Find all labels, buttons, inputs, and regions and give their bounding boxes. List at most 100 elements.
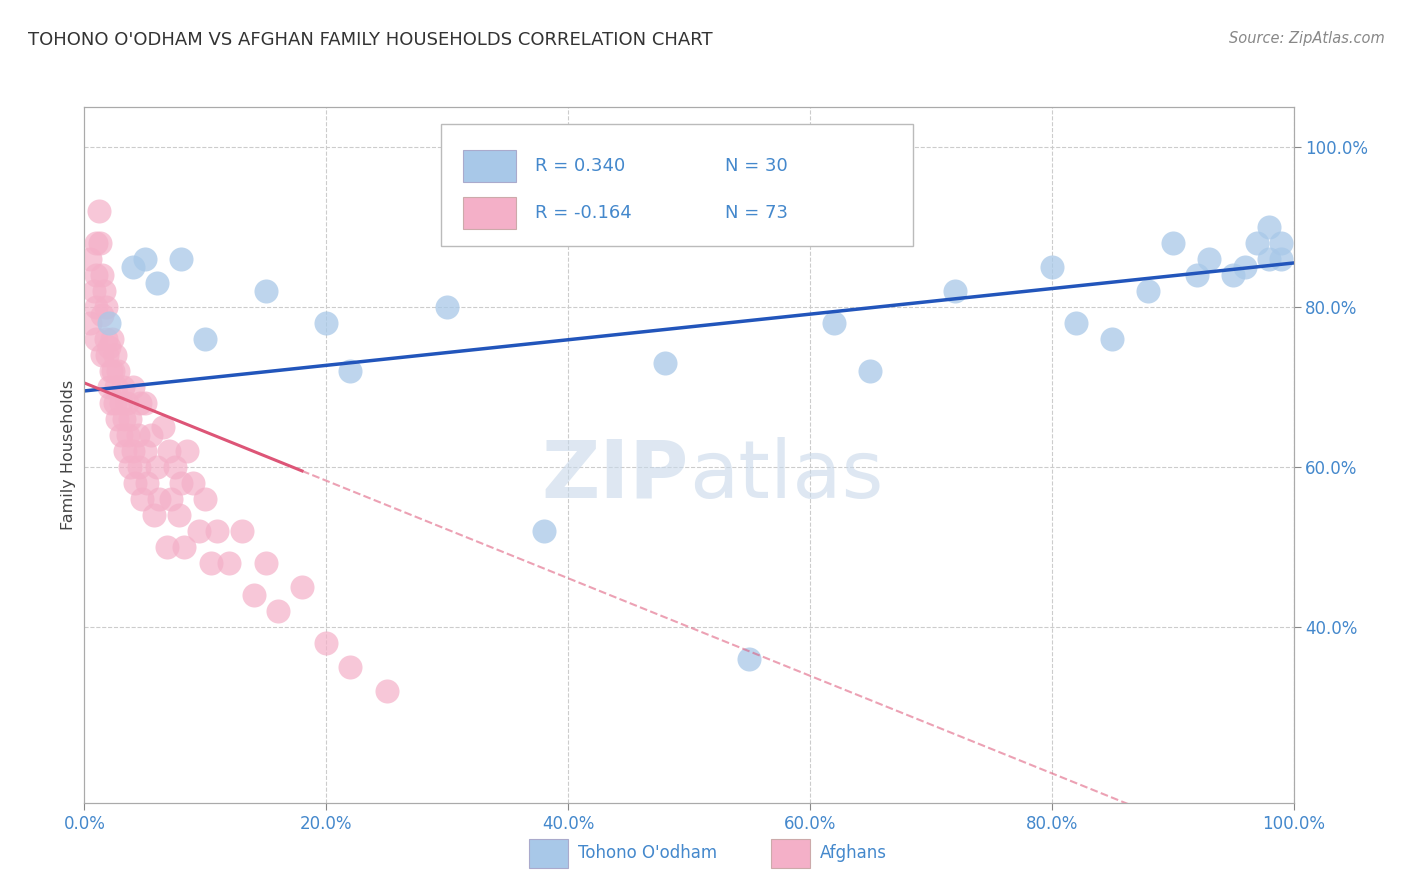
Point	[291, 580, 314, 594]
Point	[93, 284, 115, 298]
Point	[1161, 235, 1184, 250]
Point	[148, 491, 170, 506]
Point	[136, 475, 159, 490]
Point	[91, 308, 114, 322]
Point	[114, 444, 136, 458]
Point	[83, 284, 105, 298]
FancyBboxPatch shape	[441, 124, 912, 246]
Point	[120, 412, 142, 426]
Point	[1040, 260, 1063, 274]
Point	[121, 444, 143, 458]
Text: Tohono O'odham: Tohono O'odham	[578, 844, 717, 862]
Point	[1185, 268, 1208, 282]
Point	[79, 316, 101, 330]
Point	[315, 316, 337, 330]
Point	[1270, 252, 1292, 266]
Point	[200, 556, 222, 570]
Point	[943, 284, 966, 298]
Text: R = -0.164: R = -0.164	[536, 203, 633, 222]
Point	[1234, 260, 1257, 274]
Point	[1270, 235, 1292, 250]
Point	[823, 316, 845, 330]
Point	[1198, 252, 1220, 266]
Point	[339, 660, 361, 674]
Point	[859, 364, 882, 378]
Point	[79, 252, 101, 266]
Point	[375, 683, 398, 698]
Point	[146, 276, 169, 290]
Point	[110, 396, 132, 410]
Point	[1137, 284, 1160, 298]
Point	[107, 364, 129, 378]
Point	[194, 332, 217, 346]
Point	[86, 268, 108, 282]
Point	[86, 332, 108, 346]
Text: Source: ZipAtlas.com: Source: ZipAtlas.com	[1229, 31, 1385, 46]
Point	[124, 475, 146, 490]
Point	[134, 444, 156, 458]
Point	[112, 412, 135, 426]
Point	[134, 396, 156, 410]
Text: Afghans: Afghans	[820, 844, 887, 862]
Point	[110, 428, 132, 442]
Point	[139, 428, 162, 442]
Point	[436, 300, 458, 314]
Point	[254, 556, 277, 570]
Point	[131, 491, 153, 506]
Point	[91, 348, 114, 362]
Point	[339, 364, 361, 378]
Text: atlas: atlas	[689, 437, 883, 515]
Point	[94, 300, 117, 314]
Y-axis label: Family Households: Family Households	[60, 380, 76, 530]
Point	[1101, 332, 1123, 346]
Text: N = 73: N = 73	[725, 203, 789, 222]
Point	[104, 380, 127, 394]
Point	[254, 284, 277, 298]
Point	[207, 524, 229, 538]
Point	[155, 540, 177, 554]
Point	[87, 204, 110, 219]
Point	[1222, 268, 1244, 282]
Point	[533, 524, 555, 538]
Text: ZIP: ZIP	[541, 437, 689, 515]
Point	[143, 508, 166, 522]
Point	[128, 459, 150, 474]
Point	[176, 444, 198, 458]
Point	[170, 475, 193, 490]
Point	[103, 364, 125, 378]
Text: TOHONO O'ODHAM VS AFGHAN FAMILY HOUSEHOLDS CORRELATION CHART: TOHONO O'ODHAM VS AFGHAN FAMILY HOUSEHOL…	[28, 31, 713, 49]
Point	[104, 348, 127, 362]
Point	[315, 636, 337, 650]
Point	[127, 428, 149, 442]
Point	[100, 364, 122, 378]
Text: R = 0.340: R = 0.340	[536, 157, 626, 175]
FancyBboxPatch shape	[463, 150, 516, 182]
Point	[134, 252, 156, 266]
Point	[91, 268, 114, 282]
Point	[181, 475, 204, 490]
Point	[157, 444, 180, 458]
Point	[101, 332, 124, 346]
Text: N = 30: N = 30	[725, 157, 787, 175]
Point	[160, 491, 183, 506]
Point	[738, 652, 761, 666]
Point	[117, 428, 139, 442]
Point	[1246, 235, 1268, 250]
Point	[165, 459, 187, 474]
FancyBboxPatch shape	[529, 839, 568, 868]
Point	[120, 459, 142, 474]
Point	[173, 540, 195, 554]
Point	[121, 380, 143, 394]
Point	[97, 340, 120, 354]
Point	[170, 252, 193, 266]
Point	[112, 380, 135, 394]
Point	[104, 396, 127, 410]
Point	[231, 524, 253, 538]
Point	[146, 459, 169, 474]
Point	[105, 412, 128, 426]
FancyBboxPatch shape	[463, 197, 516, 229]
Point	[152, 420, 174, 434]
Point	[89, 235, 111, 250]
Point	[167, 508, 190, 522]
Point	[1258, 252, 1281, 266]
